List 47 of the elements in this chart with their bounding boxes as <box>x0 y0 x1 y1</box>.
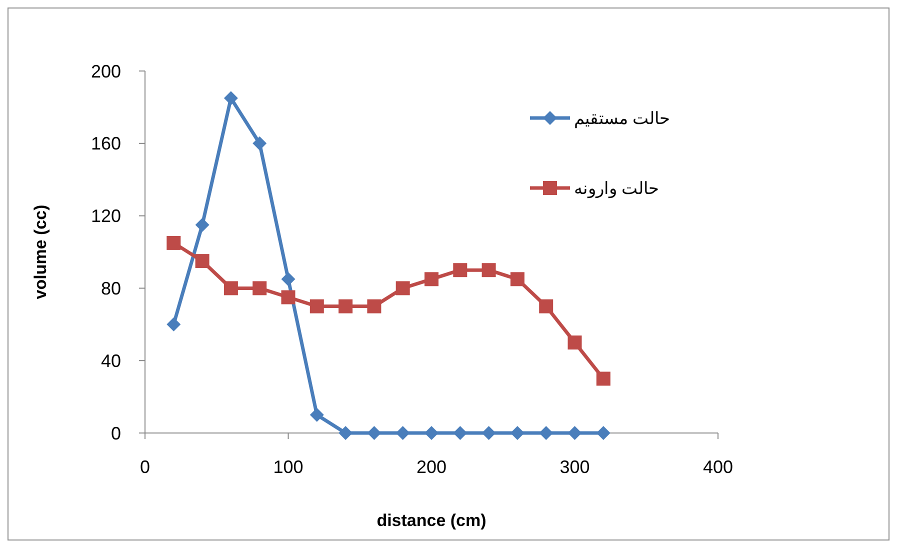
x-tick-label: 400 <box>702 457 734 477</box>
point <box>310 408 324 422</box>
x-tick-label: 100 <box>273 457 304 477</box>
point <box>396 426 410 440</box>
y-tick-label: 0 <box>110 423 121 444</box>
x-axis-title: distance (cm) <box>376 511 486 530</box>
point <box>166 236 181 250</box>
x-tick-label: 200 <box>416 457 447 477</box>
y-tick-label: 40 <box>100 350 121 371</box>
point <box>195 254 210 268</box>
x-tick-label: 0 <box>140 457 150 477</box>
point <box>166 317 181 332</box>
point <box>396 281 410 296</box>
y-tick-label: 80 <box>100 278 121 298</box>
point <box>453 426 468 440</box>
y-axis-title: volume (cc) <box>31 204 50 300</box>
point <box>539 299 554 314</box>
point <box>596 372 610 386</box>
point <box>281 290 296 304</box>
point <box>195 218 210 232</box>
point <box>281 272 296 286</box>
point <box>482 263 496 278</box>
point <box>568 336 582 350</box>
point <box>310 299 324 314</box>
y-tick-label: 160 <box>90 134 121 154</box>
point <box>510 272 524 286</box>
point <box>252 136 267 150</box>
point <box>367 426 382 440</box>
point <box>338 426 353 440</box>
legend-label: حالت مستقیم <box>574 108 671 129</box>
point <box>252 281 267 296</box>
point <box>224 91 238 106</box>
legend-label: حالت وارونه <box>574 178 660 199</box>
point <box>482 426 496 440</box>
point <box>596 426 610 440</box>
point <box>453 263 468 278</box>
point <box>539 426 554 440</box>
y-tick-label: 200 <box>90 61 121 82</box>
point <box>510 426 524 440</box>
point <box>224 281 238 296</box>
y-tick-label: 120 <box>90 206 121 226</box>
point <box>424 272 438 286</box>
point <box>568 426 582 440</box>
point <box>367 299 382 314</box>
point <box>424 426 438 440</box>
x-tick-label: 300 <box>560 457 590 477</box>
point <box>338 299 353 314</box>
